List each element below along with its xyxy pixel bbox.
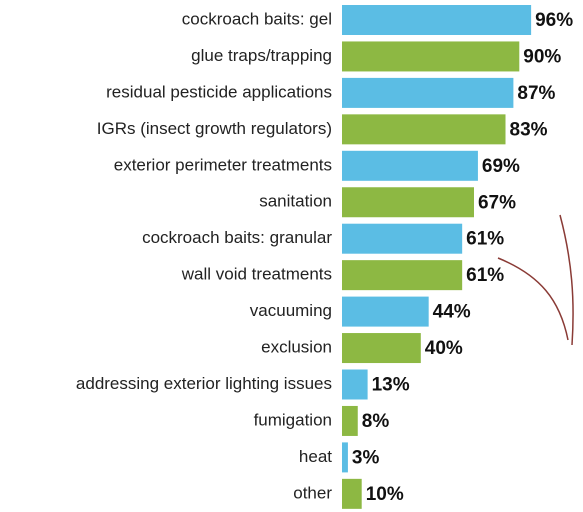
bar [342, 297, 429, 327]
category-label: other [293, 483, 332, 502]
value-label: 8% [362, 411, 390, 432]
value-label: 61% [466, 229, 504, 250]
antenna [560, 215, 573, 345]
bar [342, 224, 462, 254]
bar [342, 406, 358, 436]
chart: cockroach baits: gel 96% glue traps/trappi… [0, 0, 583, 512]
value-label: 10% [366, 484, 404, 505]
value-label: 61% [466, 265, 504, 286]
category-label: glue traps/trapping [191, 46, 332, 65]
category-label: heat [299, 447, 332, 466]
bar [342, 78, 513, 108]
bar [342, 442, 348, 472]
value-label: 3% [352, 447, 380, 468]
antenna-decoration [498, 215, 573, 345]
antenna [498, 258, 568, 340]
value-label: 67% [478, 192, 516, 213]
bar [342, 151, 478, 181]
bar [342, 114, 506, 144]
bar [342, 370, 368, 400]
value-label: 69% [482, 156, 520, 177]
value-label: 87% [517, 83, 555, 104]
bar [342, 333, 421, 363]
value-label: 40% [425, 338, 463, 359]
category-label: fumigation [254, 410, 332, 429]
category-label: wall void treatments [181, 265, 332, 284]
category-label: cockroach baits: gel [182, 9, 332, 28]
value-label: 83% [510, 119, 548, 140]
category-label: vacuuming [250, 301, 332, 320]
category-label: IGRs (insect growth regulators) [97, 119, 332, 138]
value-label: 96% [535, 10, 573, 31]
value-label: 90% [523, 46, 561, 67]
bar [342, 260, 462, 290]
category-label: residual pesticide applications [106, 82, 332, 101]
category-label: cockroach baits: granular [142, 228, 332, 247]
category-label: addressing exterior lighting issues [76, 374, 332, 393]
bar [342, 187, 474, 217]
bar [342, 41, 519, 71]
category-label: exterior perimeter treatments [114, 155, 332, 174]
value-label: 44% [433, 302, 471, 323]
category-label: sanitation [259, 192, 332, 211]
bar [342, 479, 362, 509]
value-label: 13% [372, 375, 410, 396]
bar [342, 5, 531, 35]
category-label: exclusion [261, 338, 332, 357]
